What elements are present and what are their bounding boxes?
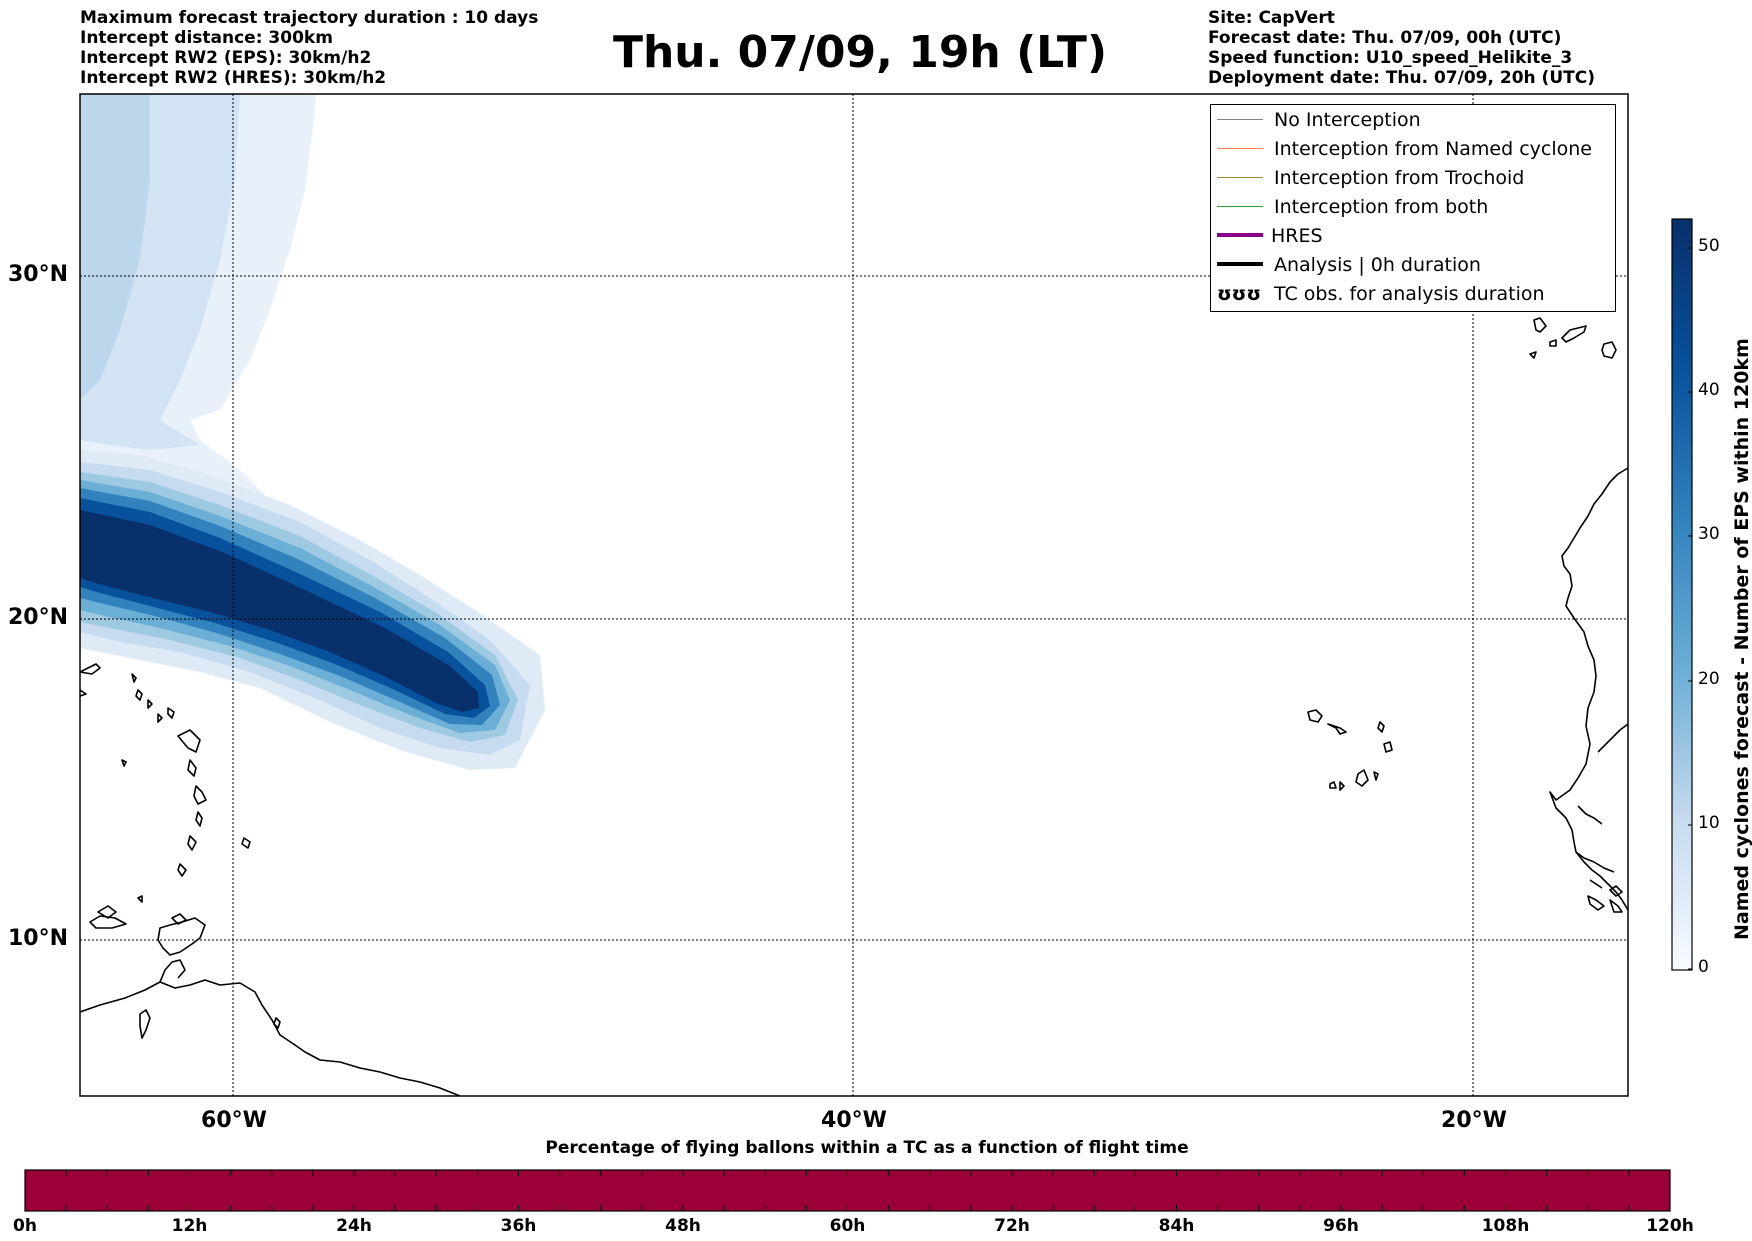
colorbar-ticks	[1688, 247, 1692, 970]
lon-label-60w: 60°W	[201, 1108, 267, 1133]
colorbar-tick-label: 20	[1698, 669, 1720, 689]
info-line: Site: CapVert	[1208, 8, 1335, 28]
flight-bar-tick-label: 96h	[1323, 1216, 1359, 1236]
page-title: Thu. 07/09, 19h (LT)	[612, 27, 1108, 78]
lat-label-30n: 30°N	[8, 262, 69, 287]
flight-bar-ticks	[24, 1170, 1671, 1211]
info-line: Intercept RW2 (EPS): 30km/h2	[80, 48, 372, 68]
legend-item-no-interception: No Interception	[1211, 106, 1615, 134]
legend-item-analysis: Analysis | 0h duration	[1211, 251, 1615, 279]
map-legend: No Interception Interception from Named …	[1210, 104, 1616, 312]
flight-bar-tick-label: 12h	[171, 1216, 208, 1236]
legend-line-swatch	[1217, 262, 1263, 266]
header-info-right: Site: CapVert Forecast date: Thu. 07/09,…	[1208, 8, 1595, 88]
flight-bar-tick-label: 0h	[13, 1216, 37, 1236]
colorbar-tick-label: 10	[1698, 813, 1720, 833]
legend-label: Interception from Named cyclone	[1274, 138, 1592, 160]
density-field	[80, 94, 545, 770]
info-line: Deployment date: Thu. 07/09, 20h (UTC)	[1208, 68, 1595, 88]
info-line: Maximum forecast trajectory duration : 1…	[80, 8, 539, 28]
lat-label-10n: 10°N	[8, 926, 69, 951]
lon-label-40w: 40°W	[821, 1108, 887, 1133]
flight-bar-tick-label: 60h	[829, 1216, 866, 1236]
flight-time-bar	[24, 1169, 1671, 1212]
legend-item-both: Interception from both	[1211, 193, 1615, 221]
legend-line-swatch	[1217, 148, 1263, 149]
map-frame	[79, 93, 1629, 1097]
flight-bar-tick-label: 108h	[1481, 1216, 1530, 1236]
legend-line-swatch	[1217, 119, 1263, 120]
flight-bar-tick-label: 36h	[500, 1216, 537, 1236]
flight-bar-tick-label: 24h	[336, 1216, 372, 1236]
info-line: Forecast date: Thu. 07/09, 00h (UTC)	[1208, 28, 1562, 48]
legend-line-swatch	[1217, 206, 1263, 207]
flight-bar-tick-label: 72h	[994, 1216, 1030, 1236]
legend-label: HRES	[1271, 225, 1323, 247]
colorbar-tick-label: 0	[1698, 957, 1709, 977]
legend-label: Analysis | 0h duration	[1274, 254, 1481, 276]
coastlines	[80, 317, 1628, 1096]
info-line: Intercept RW2 (HRES): 30km/h2	[80, 68, 387, 88]
colorbar-tick-label: 40	[1698, 380, 1720, 400]
legend-item-trochoid: Interception from Trochoid	[1211, 164, 1615, 192]
legend-item-hres: HRES	[1211, 222, 1615, 250]
colorbar-title: Named cyclones forecast - Number of EPS …	[1731, 338, 1752, 940]
legend-item-tc-obs: ʊʊʊ TC obs. for analysis duration	[1211, 280, 1615, 308]
legend-label: Interception from both	[1274, 196, 1489, 218]
header-info-left: Maximum forecast trajectory duration : 1…	[80, 8, 538, 88]
flight-bar-tick-label: 48h	[665, 1216, 701, 1236]
legend-line-swatch	[1217, 233, 1263, 237]
lat-label-20n: 20°N	[8, 605, 69, 630]
colorbar-tick-label: 30	[1698, 524, 1720, 544]
legend-label: TC obs. for analysis duration	[1274, 283, 1545, 305]
legend-label: No Interception	[1274, 109, 1421, 131]
info-line: Intercept distance: 300km	[80, 28, 333, 48]
flight-bar-tick-label: 84h	[1158, 1216, 1195, 1236]
flight-bar-title: Percentage of flying ballons within a TC…	[545, 1138, 1189, 1158]
flight-bar-tick-label: 120h	[1646, 1216, 1694, 1236]
lon-label-20w: 20°W	[1441, 1108, 1507, 1133]
legend-label: Interception from Trochoid	[1274, 167, 1525, 189]
legend-line-swatch	[1217, 177, 1263, 178]
legend-item-named-cyclone: Interception from Named cyclone	[1211, 135, 1615, 163]
tc-symbol-icon: ʊʊʊ	[1217, 283, 1262, 305]
colorbar	[1671, 218, 1693, 971]
colorbar-tick-label: 50	[1698, 236, 1720, 256]
info-line: Speed function: U10_speed_Helikite_3	[1208, 48, 1573, 68]
